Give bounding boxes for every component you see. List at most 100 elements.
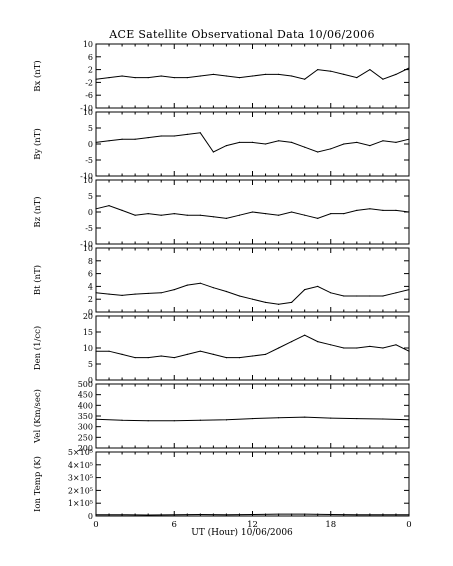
data-point-3-0-13 bbox=[264, 301, 267, 303]
data-point-4-0-14 bbox=[277, 347, 280, 349]
data-point-2-0-2 bbox=[121, 209, 123, 211]
data-point-2-0-3 bbox=[134, 214, 136, 216]
data-point-3-0-19 bbox=[343, 295, 345, 297]
data-point-4-0-3 bbox=[134, 357, 136, 359]
x-tick-label-2: 12 bbox=[247, 520, 258, 530]
data-point-2-0-19 bbox=[343, 213, 345, 215]
data-point-2-0-1 bbox=[108, 205, 110, 207]
data-point-2-0-5 bbox=[160, 214, 162, 216]
data-point-5-0-3 bbox=[173, 420, 175, 422]
data-point-3-0-6 bbox=[173, 289, 175, 291]
y-tick-label-0-0: -10 bbox=[80, 104, 93, 113]
data-point-6-0-10 bbox=[356, 514, 358, 516]
data-point-3-0-15 bbox=[291, 301, 293, 303]
y-tick-label-0-5: 10 bbox=[83, 40, 93, 49]
data-point-2-0-11 bbox=[238, 214, 241, 216]
y-tick-label-5-2: 300 bbox=[78, 423, 93, 432]
data-point-0-0-1 bbox=[108, 77, 110, 79]
panel-frame-4 bbox=[95, 315, 410, 381]
x-tick-label-0: 0 bbox=[93, 520, 98, 530]
data-point-1-0-9 bbox=[212, 151, 214, 153]
data-point-0-0-15 bbox=[291, 75, 293, 77]
data-point-0-0-8 bbox=[199, 75, 201, 77]
data-point-2-0-8 bbox=[199, 214, 201, 216]
data-point-0-0-13 bbox=[264, 73, 267, 75]
y-tick-label-5-5: 450 bbox=[78, 391, 93, 400]
data-point-3-0-2 bbox=[121, 294, 123, 296]
y-tick-label-1-4: 10 bbox=[83, 108, 93, 117]
data-point-6-0-0 bbox=[95, 514, 97, 516]
y-tick-label-2-2: 0 bbox=[88, 208, 93, 217]
data-point-0-0-5 bbox=[160, 75, 162, 77]
y-axis-label-0: Bx (nT) bbox=[32, 60, 43, 92]
data-point-0-0-14 bbox=[277, 73, 280, 75]
data-point-3-0-23 bbox=[395, 292, 397, 294]
data-point-4-0-5 bbox=[160, 355, 162, 357]
data-point-3-0-8 bbox=[199, 282, 201, 284]
data-point-3-0-11 bbox=[238, 295, 241, 297]
data-point-0-0-9 bbox=[212, 73, 214, 75]
data-point-4-0-19 bbox=[343, 347, 345, 349]
data-point-5-0-1 bbox=[121, 419, 123, 421]
data-point-0-0-10 bbox=[225, 75, 228, 77]
y-tick-label-3-2: 4 bbox=[88, 282, 93, 291]
y-tick-label-5-4: 400 bbox=[78, 401, 93, 410]
data-point-1-0-23 bbox=[395, 141, 397, 143]
data-point-6-0-3 bbox=[173, 514, 175, 516]
y-tick-label-6-0: 0 bbox=[88, 512, 93, 521]
data-point-2-0-17 bbox=[317, 217, 319, 219]
data-point-3-0-0 bbox=[95, 292, 97, 294]
panel-frame-5 bbox=[95, 383, 410, 449]
y-axis-label-1: By (nT) bbox=[32, 128, 43, 160]
data-point-5-0-5 bbox=[225, 419, 228, 421]
data-point-4-0-12 bbox=[251, 355, 254, 357]
data-point-2-0-18 bbox=[330, 213, 332, 215]
y-tick-label-1-2: 0 bbox=[88, 140, 93, 149]
data-point-5-0-10 bbox=[356, 417, 358, 420]
data-point-0-0-19 bbox=[343, 73, 345, 75]
y-axis-label-3: Bt (nT) bbox=[32, 265, 43, 295]
data-point-4-0-6 bbox=[173, 357, 175, 359]
data-point-1-0-6 bbox=[173, 135, 175, 137]
data-point-5-0-8 bbox=[304, 416, 306, 418]
data-point-0-0-7 bbox=[186, 77, 188, 79]
data-point-3-0-20 bbox=[356, 295, 358, 297]
data-point-5-0-4 bbox=[199, 419, 201, 421]
data-point-0-0-11 bbox=[238, 77, 241, 79]
y-tick-label-1-1: -5 bbox=[85, 156, 93, 165]
series-line-3-0 bbox=[95, 282, 410, 305]
data-point-2-0-0 bbox=[95, 208, 97, 210]
data-point-4-0-13 bbox=[264, 353, 267, 355]
y-axis-label-2: Bz (nT) bbox=[32, 196, 43, 227]
data-point-4-0-11 bbox=[238, 357, 241, 359]
data-point-4-0-20 bbox=[356, 347, 358, 349]
data-point-0-0-3 bbox=[134, 77, 136, 79]
data-point-3-0-18 bbox=[330, 292, 332, 294]
data-point-4-0-4 bbox=[147, 357, 149, 359]
y-tick-label-2-0: -10 bbox=[80, 240, 93, 249]
data-point-3-0-7 bbox=[186, 284, 188, 286]
y-axis-label-5: Vel (Km/sec) bbox=[32, 389, 43, 444]
y-tick-label-6-2: 2×10⁵ bbox=[68, 486, 93, 495]
data-point-0-0-20 bbox=[356, 77, 358, 79]
data-point-2-0-21 bbox=[369, 208, 371, 210]
y-tick-label-5-0: 200 bbox=[78, 444, 93, 453]
data-point-5-0-9 bbox=[330, 417, 332, 419]
y-tick-label-6-4: 4×10⁵ bbox=[68, 461, 93, 470]
x-tick-label-4: 0 bbox=[406, 520, 411, 530]
data-point-1-0-24 bbox=[408, 138, 410, 140]
data-point-0-0-4 bbox=[147, 77, 149, 79]
data-point-0-0-24 bbox=[408, 67, 410, 69]
chart-title: ACE Satellite Observational Data 10/06/2… bbox=[109, 28, 375, 41]
data-point-4-0-8 bbox=[199, 350, 201, 352]
y-tick-label-4-1: 5 bbox=[88, 360, 93, 369]
data-point-4-0-9 bbox=[212, 353, 214, 355]
data-point-2-0-13 bbox=[264, 213, 267, 215]
data-point-3-0-22 bbox=[382, 295, 384, 297]
data-point-1-0-17 bbox=[317, 151, 319, 153]
data-point-1-0-7 bbox=[186, 133, 188, 135]
panel-frame-6 bbox=[95, 451, 410, 517]
series-line-4-0 bbox=[96, 334, 410, 359]
data-point-2-0-23 bbox=[395, 209, 397, 211]
